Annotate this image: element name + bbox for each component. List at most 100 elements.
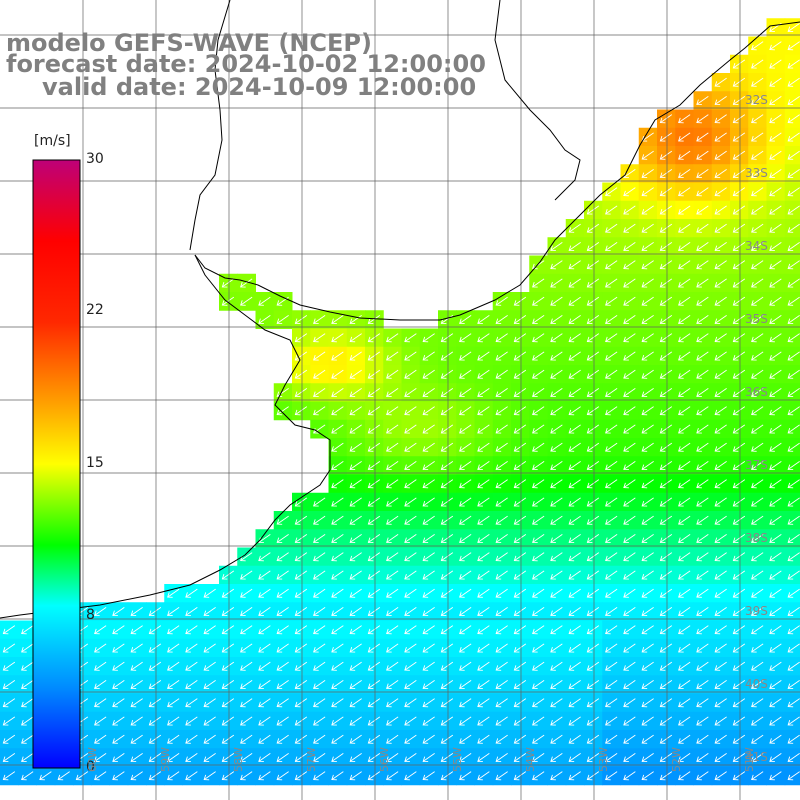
wind-arrow [696,534,709,544]
wind-arrow [732,114,746,124]
wind-arrow [787,771,800,781]
coastline-segment [0,254,331,619]
wind-arrow [258,753,271,763]
wind-arrow [623,570,636,580]
wind-arrow [751,296,764,306]
wind-arrow [641,442,654,452]
wind-arrow [459,406,472,416]
wind-arrow [641,169,654,179]
wind-arrow [130,698,143,708]
wind-arrow [21,698,34,708]
wind-arrow [586,771,600,781]
wind-arrow [732,534,746,544]
wind-arrow [751,461,764,471]
wind-arrow [787,625,800,635]
wind-arrow [769,132,782,142]
wind-arrow [349,479,362,489]
wind-arrow [605,424,618,434]
wind-arrow [513,388,527,398]
lon-label: 53W [597,747,610,772]
wind-arrow [440,680,454,690]
coastline-segment [194,21,800,321]
wind-arrow [294,570,308,580]
wind-arrow [714,406,727,416]
wind-arrow [605,260,618,270]
wind-arrow [751,625,764,635]
wind-arrow [696,716,709,726]
wind-arrow [440,497,454,507]
wind-arrow [550,315,563,325]
wind-arrow [605,242,618,252]
wind-speed-cell [784,36,800,56]
wind-arrow [769,424,782,434]
wind-arrow [568,607,581,617]
wind-arrow [623,187,636,197]
wind-arrow [787,223,800,233]
wind-arrow [440,351,454,361]
wind-arrow [440,369,454,379]
wind-arrow [751,96,764,106]
wind-arrow [459,442,472,452]
lat-label: 32S [745,93,768,107]
wind-arrow [404,333,417,343]
wind-arrow [276,588,289,598]
wind-arrow [331,388,344,398]
wind-arrow [532,716,545,726]
wind-speed-cell [784,73,800,92]
wind-arrow [787,351,800,361]
wind-arrow [112,698,125,708]
wind-arrow [2,698,16,708]
wind-arrow [94,607,107,617]
wind-arrow [513,643,527,653]
wind-arrow [605,187,618,197]
wind-arrow [112,734,125,744]
wind-arrow [2,680,16,690]
wind-arrow [623,369,636,379]
wind-arrow [148,661,162,671]
wind-arrow [678,515,691,525]
wind-arrow [386,588,399,598]
wind-arrow [532,369,545,379]
wind-arrow [586,643,600,653]
wind-arrow [276,625,289,635]
wind-arrow [641,552,654,562]
wind-arrow [732,59,746,69]
wind-arrow [221,680,235,690]
wind-arrow [422,716,435,726]
wind-arrow [714,771,727,781]
wind-arrow [440,534,454,544]
wind-arrow [495,424,508,434]
wind-arrow [240,716,253,726]
wind-arrow [294,625,308,635]
wind-arrow [130,625,143,635]
wind-arrow [294,716,308,726]
wind-arrow [367,369,381,379]
wind-arrow [331,333,344,343]
wind-arrow [678,442,691,452]
wind-arrow [404,442,417,452]
wind-arrow [787,242,800,252]
wind-arrow [112,771,125,781]
wind-arrow [659,643,673,653]
wind-arrow [422,698,435,708]
wind-arrow [513,424,527,434]
wind-arrow [477,497,490,507]
wind-arrow [550,643,563,653]
wind-arrow [696,479,709,489]
wind-arrow [313,753,326,763]
wind-arrow [276,716,289,726]
wind-arrow [203,680,216,690]
wind-arrow [2,643,16,653]
wind-arrow [751,442,764,452]
wind-arrow [550,479,563,489]
wind-arrow [331,442,344,452]
wind-arrow [659,150,673,160]
wind-arrow [623,479,636,489]
wind-arrow [532,315,545,325]
colorbar-tick-22: 22 [86,302,104,318]
wind-arrow [678,479,691,489]
wind-arrow [258,315,271,325]
wind-arrow [294,388,308,398]
wind-arrow [294,771,308,781]
wind-arrow [422,771,435,781]
